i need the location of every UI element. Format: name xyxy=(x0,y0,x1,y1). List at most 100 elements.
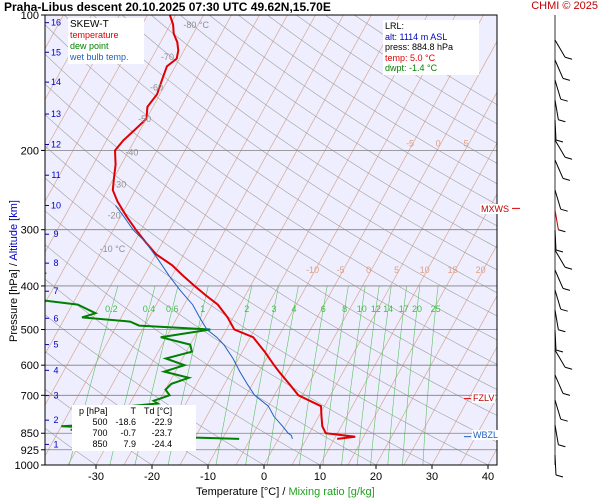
mixing-ratio-label: 25 xyxy=(431,304,441,314)
x-tick-label: 20 xyxy=(370,471,382,483)
y-axis-label: Pressure [hPa] / Altitude [km] xyxy=(8,181,20,361)
wind-barb-staff xyxy=(554,289,562,310)
isotherm-line xyxy=(45,15,232,355)
altitude-tick-label: 14 xyxy=(51,77,61,87)
wind-barb-staff xyxy=(554,249,566,268)
altitude-tick-label: 1 xyxy=(53,439,58,449)
wind-barb-staff xyxy=(554,159,564,179)
mxws-label: MXWS xyxy=(480,204,510,214)
wind-barb-staff xyxy=(554,139,566,158)
x-tick-label: -30 xyxy=(88,471,104,483)
pressure-table-header-cell: T xyxy=(130,406,137,416)
lrl-dewpoint: dwpt: -1.4 °C xyxy=(385,63,438,73)
plot-frame xyxy=(44,14,498,466)
altitude-tick-label: 13 xyxy=(51,109,61,119)
x-tick-label: 40 xyxy=(482,471,494,483)
dry-adiabat-line xyxy=(92,15,497,294)
mixing-ratio-label: 1 xyxy=(200,304,205,314)
isotherm-line xyxy=(544,15,600,465)
isotherm-line xyxy=(45,15,120,152)
wind-barb-flag xyxy=(555,139,564,143)
lrl-title: LRL: xyxy=(385,21,405,31)
mixing-ratio-label: 4 xyxy=(292,304,297,314)
isotherm-label: 0 xyxy=(366,265,371,275)
table-cell: -22.9 xyxy=(151,417,173,427)
copyright-text: CHMI © 2025 xyxy=(531,0,598,12)
wind-barb-staff xyxy=(554,229,557,251)
wind-barb-flag xyxy=(560,208,568,212)
table-row: 700 -0.7 -23.7 xyxy=(75,428,176,439)
mixing-ratio-label: 6 xyxy=(321,304,326,314)
isotherm-line xyxy=(263,40,497,465)
wind-barb-flag xyxy=(562,287,571,291)
x-tick-label: -10 xyxy=(200,471,216,483)
x-tick-label: 30 xyxy=(426,471,438,483)
wind-barb-flag xyxy=(564,266,573,270)
wind-barb-flag xyxy=(558,444,566,448)
wind-barb-flag xyxy=(564,156,573,160)
mixing-ratio-label: 20 xyxy=(412,304,422,314)
x-tick-label: -20 xyxy=(144,471,160,483)
wind-barb-staff xyxy=(554,39,566,58)
wind-barb-flag xyxy=(555,249,564,253)
x-axis-label-separator: / xyxy=(279,486,289,498)
dry-adiabat-label: -20 xyxy=(108,210,121,220)
wind-barb-staff xyxy=(554,424,559,445)
altitude-tick-label: 11 xyxy=(51,170,60,180)
y-tick-label: 600 xyxy=(21,360,39,372)
table-cell: 7.9 xyxy=(123,439,137,449)
lrl-temperature: temp: 5.0 °C xyxy=(385,52,436,63)
dry-adiabat-label: -70 xyxy=(161,52,174,62)
y-axis-label-pressure: Pressure [hPa] xyxy=(8,269,20,342)
wind-barb-staff xyxy=(554,269,564,289)
plot-background xyxy=(45,15,497,465)
dry-adiabat-line xyxy=(45,24,497,341)
dry-adiabat-line xyxy=(180,15,497,227)
altitude-tick-label: 6 xyxy=(53,313,58,323)
y-axis-label-separator: / xyxy=(8,260,20,270)
mixing-ratio-label: 17 xyxy=(399,304,409,314)
isotherm-line xyxy=(45,15,176,253)
isotherm-line xyxy=(95,15,344,465)
chart-header-title: Praha-Libus descent 20.10.2025 07:30 UTC… xyxy=(4,0,331,14)
isotherm-label: 10 xyxy=(420,265,430,275)
altitude-tick-label: 3 xyxy=(53,391,58,401)
altitude-tick-label: 15 xyxy=(51,47,61,57)
series-line-wet-bulb-temp xyxy=(115,205,293,440)
wind-barb-flag xyxy=(560,418,568,422)
altitude-tick-label: 2 xyxy=(53,415,58,425)
x-axis-label-temperature: Temperature [°C] xyxy=(196,486,280,498)
isotherm-label: -10 xyxy=(306,265,319,275)
plot-area xyxy=(45,15,600,465)
isotherm-line xyxy=(45,15,92,101)
altitude-tick-label: 10 xyxy=(51,200,61,210)
isotherm-label: 0 xyxy=(436,138,441,148)
x-axis-label: Temperature [°C] / Mixing ratio [g/kg] xyxy=(196,486,375,498)
mixing-ratio-label: 0.4 xyxy=(143,304,156,314)
table-cell: -18.6 xyxy=(115,417,137,427)
mixing-ratio-label: 0.2 xyxy=(105,304,118,314)
dry-adiabat-label: -10 °C xyxy=(100,244,126,254)
wind-barb-flag xyxy=(555,474,564,478)
legend-title: SKEW-T xyxy=(70,19,109,30)
wind-barb-flag xyxy=(558,119,566,123)
wind-barb-flag xyxy=(564,366,573,370)
isotherm-line xyxy=(375,244,497,465)
table-cell: -24.4 xyxy=(151,439,173,449)
y-axis-label-altitude: Altitude [km] xyxy=(8,200,20,261)
pressure-table-header-cell: Td [°C] xyxy=(144,406,173,416)
legend-temperature: temperature xyxy=(70,30,119,40)
isotherm-label: 5 xyxy=(464,138,469,148)
isotherm-label: 5 xyxy=(394,265,399,275)
isotherm-line xyxy=(179,15,428,465)
mixing-ratio-label: 8 xyxy=(342,304,347,314)
mixing-ratio-label: 0.6 xyxy=(166,304,179,314)
isotherm-label: 15 xyxy=(448,265,458,275)
isotherm-label: -5 xyxy=(337,265,345,275)
legend-wet-bulb: wet bulb temp. xyxy=(70,52,129,62)
altitude-tick-label: 8 xyxy=(53,258,58,268)
dry-adiabat-line xyxy=(151,15,497,248)
isotherm-line xyxy=(487,447,497,465)
table-cell: 850 xyxy=(92,439,108,449)
wind-barb-flag xyxy=(555,349,564,353)
